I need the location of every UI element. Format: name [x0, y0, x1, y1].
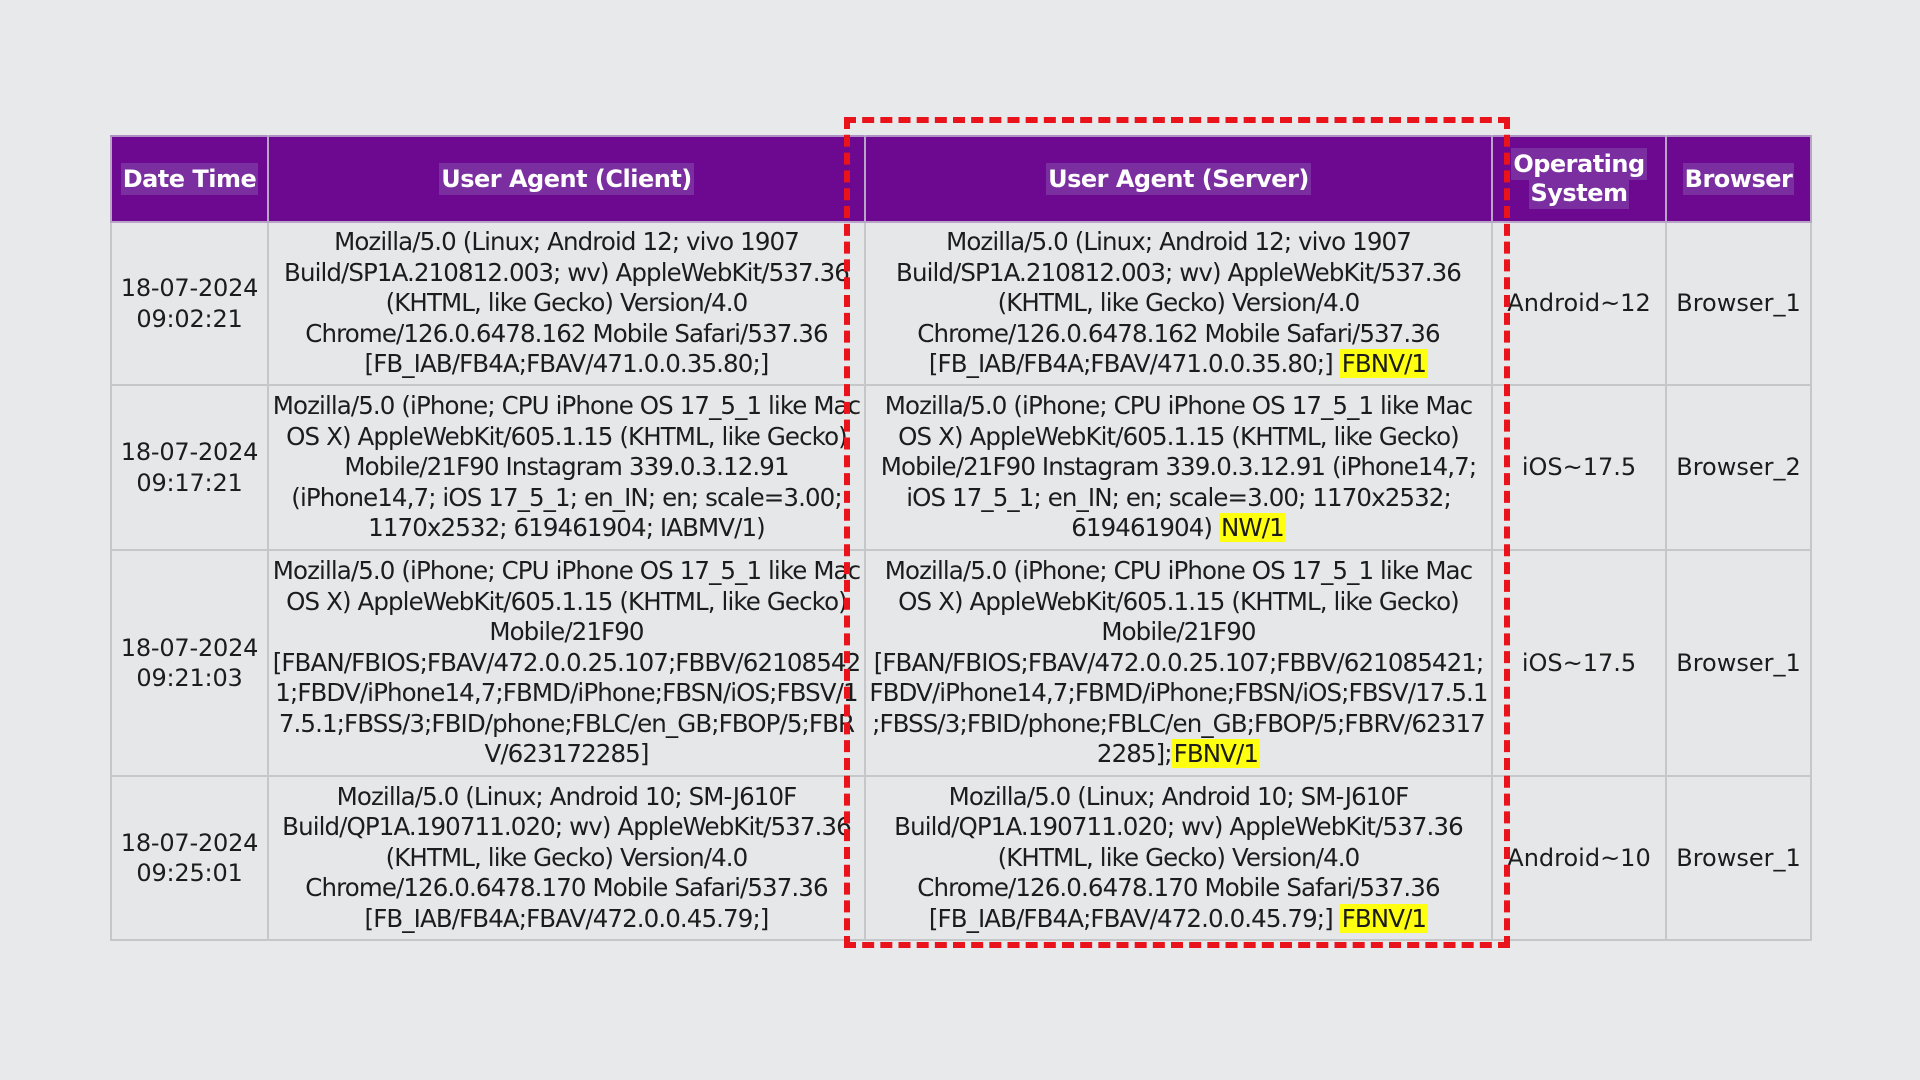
- user-agent-comparison-table: Date Time User Agent (Client) User Agent…: [110, 135, 1812, 941]
- highlighted-token: FBNV/1: [1339, 349, 1429, 379]
- server-user-agent-cell: Mozilla/5.0 (Linux; Android 10; SM-J610F…: [864, 775, 1493, 941]
- server-user-agent-text: Mozilla/5.0 (Linux; Android 12; vivo 190…: [896, 227, 1462, 379]
- date-time-cell: 18-07-2024 09:02:21: [110, 221, 269, 386]
- header-date-time: Date Time: [110, 135, 269, 223]
- header-user-agent-server-label: User Agent (Server): [1046, 162, 1311, 195]
- date-time-cell: 18-07-2024 09:17:21: [110, 384, 269, 551]
- date-value: 18-07-2024: [120, 438, 259, 466]
- highlighted-token: NW/1: [1218, 513, 1286, 543]
- table-row: 18-07-2024 09:02:21 Mozilla/5.0 (Linux; A…: [110, 221, 1812, 386]
- browser-cell: Browser_1: [1665, 549, 1812, 777]
- client-user-agent-cell: Mozilla/5.0 (Linux; Android 12; vivo 190…: [267, 221, 866, 386]
- highlighted-token: FBNV/1: [1171, 739, 1261, 769]
- operating-system-cell: iOS~17.5: [1491, 549, 1667, 777]
- header-operating-system: Operating System: [1491, 135, 1667, 223]
- date-value: 18-07-2024: [120, 274, 259, 302]
- client-user-agent-cell: Mozilla/5.0 (iPhone; CPU iPhone OS 17_5_…: [267, 384, 866, 551]
- operating-system-cell: iOS~17.5: [1491, 384, 1667, 551]
- date-value: 18-07-2024: [120, 828, 259, 857]
- browser-cell: Browser_1: [1665, 221, 1812, 386]
- browser-cell: Browser_1: [1665, 775, 1812, 941]
- highlighted-token: FBNV/1: [1339, 903, 1429, 933]
- header-operating-system-line2: System: [1528, 177, 1630, 209]
- header-browser-label: Browser: [1682, 162, 1795, 195]
- client-user-agent-cell: Mozilla/5.0 (iPhone; CPU iPhone OS 17_5_…: [267, 549, 866, 777]
- table-row: 18-07-2024 09:17:21 Mozilla/5.0 (iPhone; …: [110, 384, 1812, 551]
- date-time-cell: 18-07-2024 09:21:03: [110, 549, 269, 777]
- header-browser: Browser: [1665, 135, 1812, 223]
- time-value: 09:21:03: [136, 664, 243, 692]
- header-user-agent-client: User Agent (Client): [267, 135, 866, 223]
- header-user-agent-server: User Agent (Server): [864, 135, 1493, 223]
- header-row: Date Time User Agent (Client) User Agent…: [110, 135, 1812, 223]
- date-time-cell: 18-07-2024 09:25:01: [110, 775, 269, 941]
- table-row: 18-07-2024 09:21:03 Mozilla/5.0 (iPhone; …: [110, 549, 1812, 777]
- header-operating-system-line1: Operating: [1511, 148, 1647, 180]
- header-user-agent-client-label: User Agent (Client): [439, 162, 694, 195]
- server-user-agent-text: Mozilla/5.0 (iPhone; CPU iPhone OS 17_5_…: [869, 556, 1488, 769]
- operating-system-cell: Android~10: [1491, 775, 1667, 941]
- server-user-agent-text: Mozilla/5.0 (Linux; Android 10; SM-J610F…: [894, 781, 1464, 933]
- table-row: 18-07-2024 09:25:01 Mozilla/5.0 (Linux; A…: [110, 775, 1812, 941]
- header-date-time-label: Date Time: [120, 162, 259, 195]
- date-value: 18-07-2024: [120, 633, 259, 662]
- browser-cell: Browser_2: [1665, 384, 1812, 551]
- client-user-agent-cell: Mozilla/5.0 (Linux; Android 10; SM-J610F…: [267, 775, 866, 941]
- server-user-agent-text: Mozilla/5.0 (iPhone; CPU iPhone OS 17_5_…: [880, 391, 1477, 543]
- time-value: 09:02:21: [136, 304, 243, 333]
- server-user-agent-cell: Mozilla/5.0 (Linux; Android 12; vivo 190…: [864, 221, 1493, 386]
- time-value: 09:17:21: [136, 468, 243, 497]
- operating-system-cell: Android~12: [1491, 221, 1667, 386]
- user-agent-comparison-table-container: Date Time User Agent (Client) User Agent…: [110, 135, 1812, 941]
- server-user-agent-cell: Mozilla/5.0 (iPhone; CPU iPhone OS 17_5_…: [864, 549, 1493, 777]
- time-value: 09:25:01: [136, 859, 243, 887]
- server-user-agent-cell: Mozilla/5.0 (iPhone; CPU iPhone OS 17_5_…: [864, 384, 1493, 551]
